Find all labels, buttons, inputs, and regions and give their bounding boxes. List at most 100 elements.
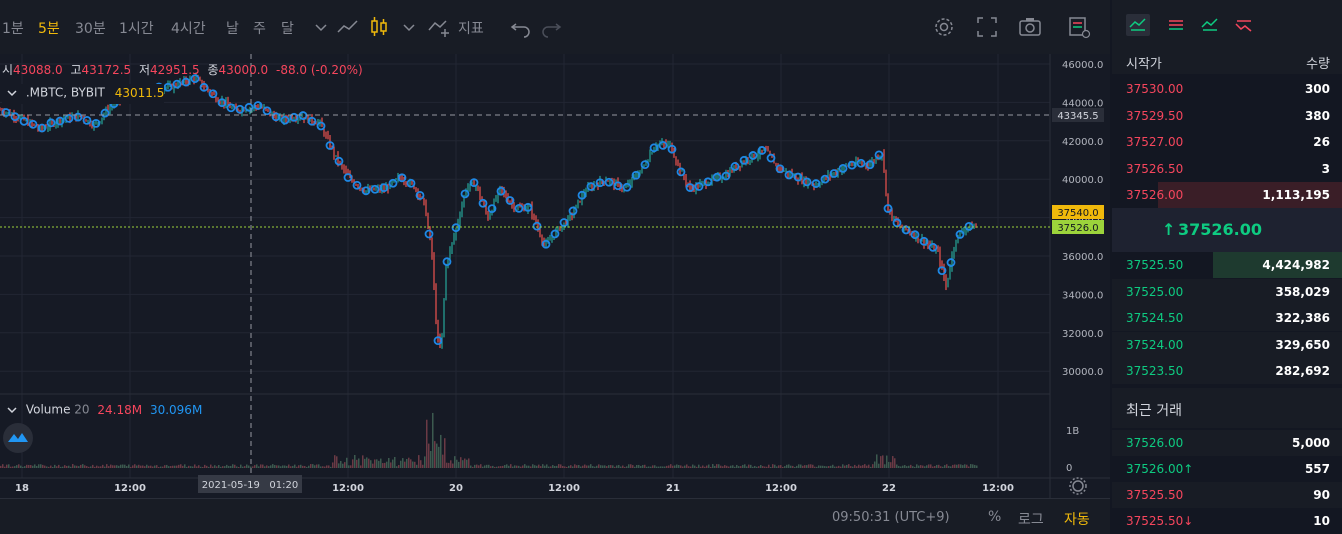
volume-bar — [782, 466, 784, 468]
volume-bar — [766, 466, 768, 468]
indicators-icon[interactable] — [426, 14, 452, 40]
volume-bar — [112, 465, 114, 468]
volume-bar — [90, 466, 92, 468]
volume-bar — [302, 465, 304, 468]
chevron-down-icon[interactable] — [396, 14, 422, 40]
volume-bar — [202, 466, 204, 468]
price-axis-label: 38000.0 — [1062, 214, 1103, 225]
line-chart-icon[interactable] — [335, 14, 361, 40]
close-value: 43000.0 — [218, 63, 269, 77]
volume-bar — [184, 464, 186, 468]
volume-bar — [34, 464, 36, 468]
time-axis-label: 20 — [449, 483, 463, 494]
redo-icon[interactable] — [538, 14, 564, 40]
interval-30m[interactable]: 30분 — [75, 21, 106, 37]
orderbook-row[interactable]: 37523.50 282,692 — [1112, 358, 1342, 384]
volume-bar — [774, 464, 776, 468]
interval-day[interactable]: 날 — [226, 21, 239, 37]
interval-1m[interactable]: 1분 — [2, 21, 24, 37]
fullscreen-icon[interactable] — [974, 14, 1000, 40]
gear-icon[interactable] — [931, 14, 957, 40]
volume-bar — [860, 465, 862, 468]
orderbook-row[interactable]: 37525.00 358,029 — [1112, 278, 1342, 305]
orderbook-both-icon[interactable] — [1126, 14, 1150, 36]
auto-toggle[interactable]: 자동 — [1064, 512, 1090, 528]
volume-bar — [92, 464, 94, 468]
volume-bar — [636, 464, 638, 468]
chevron-down-icon[interactable] — [308, 14, 334, 40]
candlestick-icon[interactable] — [366, 14, 392, 40]
volume-bar — [124, 464, 126, 468]
volume-bar — [352, 459, 354, 468]
volume-bar — [214, 465, 216, 468]
volume-bar — [550, 466, 552, 468]
orderbook-row[interactable]: 37530.00 300 — [1112, 76, 1342, 102]
orderbook-row[interactable]: 37526.00 1,113,195 — [1112, 182, 1342, 208]
indicator-marker — [784, 170, 794, 180]
indicator-marker — [370, 184, 380, 194]
price-chart[interactable]: 46000.0 44000.0 42000.0 40000.0 38000.0 36000… — [0, 54, 1110, 498]
volume-bar — [674, 465, 676, 468]
orderbook-row[interactable]: 37527.00 26 — [1112, 129, 1342, 155]
save-layout-icon[interactable] — [1066, 14, 1092, 40]
indicator-marker — [64, 114, 74, 123]
orderbook-row[interactable]: 37525.50 4,424,982 — [1112, 252, 1342, 278]
volume-bar — [246, 464, 248, 468]
volume-bar — [590, 464, 592, 468]
volume-bar — [832, 464, 834, 468]
volume-bar — [64, 465, 66, 468]
interval-4h[interactable]: 4시간 — [171, 21, 206, 37]
interval-1h[interactable]: 1시간 — [119, 21, 154, 37]
orderbook-row[interactable]: 37524.50 322,386 — [1112, 305, 1342, 331]
percent-toggle[interactable]: % — [988, 509, 1002, 525]
indicators-button[interactable]: 지표 — [458, 21, 484, 37]
volume-bar — [384, 462, 386, 468]
interval-month[interactable]: 달 — [281, 21, 294, 37]
indicator-marker — [208, 89, 218, 99]
chart-canvas[interactable]: 46000.0 44000.0 42000.0 40000.0 38000.0 36000… — [0, 54, 1110, 498]
volume-bar — [460, 457, 462, 468]
volume-bar — [374, 459, 376, 468]
volume-bar — [422, 464, 424, 468]
orderbook-row[interactable]: 37526.50 3 — [1112, 155, 1342, 182]
volume-bar — [466, 459, 468, 468]
volume-bar — [424, 456, 426, 468]
high-label: 고 — [70, 63, 82, 77]
volume-bar — [586, 465, 588, 468]
price-axis-label: 40000.0 — [1062, 175, 1103, 186]
volume-bar — [476, 464, 478, 468]
log-toggle[interactable]: 로그 — [1018, 512, 1044, 528]
volume-bar — [102, 464, 104, 468]
undo-icon[interactable] — [508, 14, 534, 40]
orderbook-asks-icon[interactable] — [1232, 14, 1256, 36]
time-axis-settings-icon[interactable] — [1069, 477, 1087, 495]
volume-bar — [876, 454, 878, 468]
volume-bar — [20, 465, 22, 468]
volume-bar — [968, 466, 970, 468]
volume-bar — [618, 464, 620, 468]
interval-5m[interactable]: 5분 — [38, 21, 60, 37]
orderbook-row[interactable]: 37529.50 380 — [1112, 102, 1342, 129]
volume-bar — [784, 466, 786, 468]
volume-bar — [248, 465, 250, 468]
volume-bar — [786, 464, 788, 468]
close-label: 종 — [207, 63, 219, 77]
volume-bar — [270, 465, 272, 468]
volume-bar — [852, 466, 854, 468]
indicator-marker — [694, 182, 704, 191]
chevron-down-icon[interactable] — [2, 401, 22, 419]
chevron-down-icon[interactable] — [2, 84, 22, 102]
indicator-marker — [262, 106, 272, 116]
orderbook-split-icon[interactable] — [1164, 14, 1188, 36]
volume-bar — [154, 465, 156, 468]
volume-bar — [342, 463, 344, 468]
indicator-marker — [190, 74, 200, 84]
interval-week[interactable]: 주 — [253, 21, 266, 37]
orderbook-row[interactable]: 37524.00 329,650 — [1112, 331, 1342, 358]
volume-bar — [942, 466, 944, 468]
camera-icon[interactable] — [1017, 14, 1043, 40]
orderbook-bids-icon[interactable] — [1198, 14, 1222, 36]
volume-bar — [922, 465, 924, 468]
volume-bar — [974, 464, 976, 468]
tradingview-logo[interactable] — [3, 423, 33, 453]
